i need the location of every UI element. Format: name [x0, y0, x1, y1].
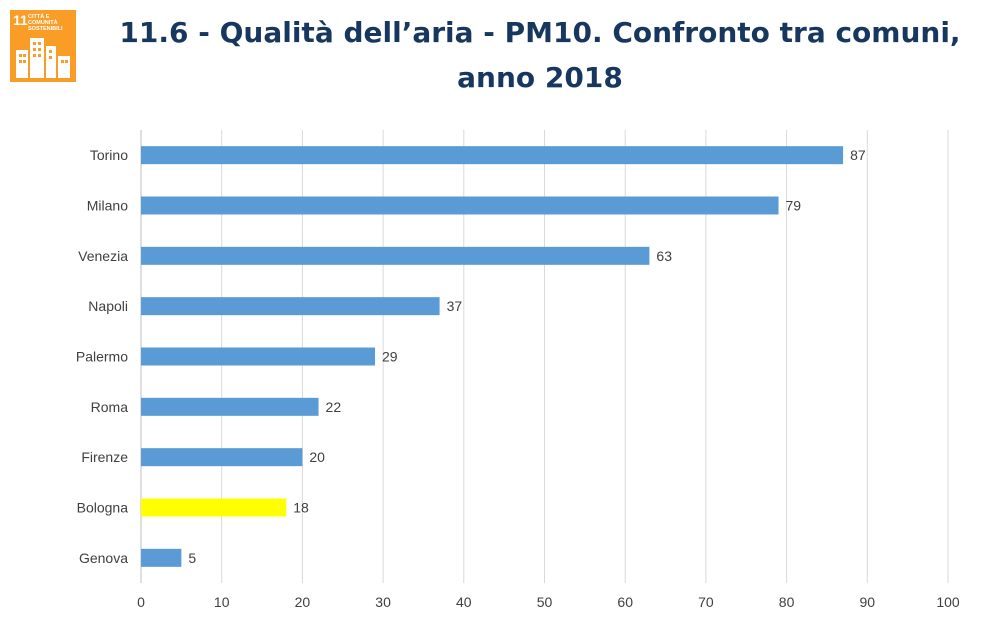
x-tick-label: 90	[860, 594, 876, 610]
city-buildings-icon	[16, 38, 70, 78]
x-tick-label: 50	[537, 594, 553, 610]
bar	[141, 297, 440, 316]
x-tick-label: 40	[456, 594, 472, 610]
category-label: Roma	[91, 399, 129, 415]
x-tick-label: 60	[617, 594, 633, 610]
bar	[141, 498, 287, 517]
x-tick-label: 100	[936, 594, 960, 610]
category-label: Firenze	[81, 449, 128, 465]
sdg-goal-number: 11	[13, 12, 28, 28]
x-tick-label: 10	[214, 594, 230, 610]
bar	[141, 347, 376, 366]
data-label: 79	[786, 198, 802, 214]
category-label: Torino	[90, 147, 128, 163]
category-label: Venezia	[78, 248, 128, 264]
bar	[141, 448, 303, 467]
x-tick-label: 80	[779, 594, 795, 610]
chart-title-line-2: anno 2018	[457, 61, 623, 94]
category-label: Palermo	[76, 349, 128, 365]
data-label: 5	[188, 550, 196, 566]
bar	[141, 397, 319, 416]
x-tick-label: 30	[375, 594, 391, 610]
bar	[141, 146, 844, 165]
chart-title: 11.6 - Qualità dell’aria - PM10. Confron…	[80, 10, 1000, 100]
data-label: 37	[447, 298, 463, 314]
data-label: 20	[309, 449, 325, 465]
sdg-goal-text: Città e comunità sostenibili	[28, 14, 63, 32]
x-tick-label: 20	[295, 594, 311, 610]
chart-title-line-1: 11.6 - Qualità dell’aria - PM10. Confron…	[119, 16, 961, 49]
category-label: Milano	[87, 198, 128, 214]
data-label: 63	[656, 248, 672, 264]
bar	[141, 196, 779, 215]
data-label: 87	[850, 147, 866, 163]
bar	[141, 548, 182, 567]
data-label: 18	[293, 500, 309, 516]
sdg-11-badge: 11 Città e comunità sostenibili	[10, 10, 76, 82]
bar	[141, 246, 650, 265]
category-label: Napoli	[88, 298, 128, 314]
data-label: 29	[382, 349, 398, 365]
category-label: Genova	[79, 550, 128, 566]
category-label: Bologna	[77, 500, 129, 516]
x-tick-label: 70	[698, 594, 714, 610]
data-label: 22	[326, 399, 342, 415]
x-tick-label: 0	[137, 594, 145, 610]
